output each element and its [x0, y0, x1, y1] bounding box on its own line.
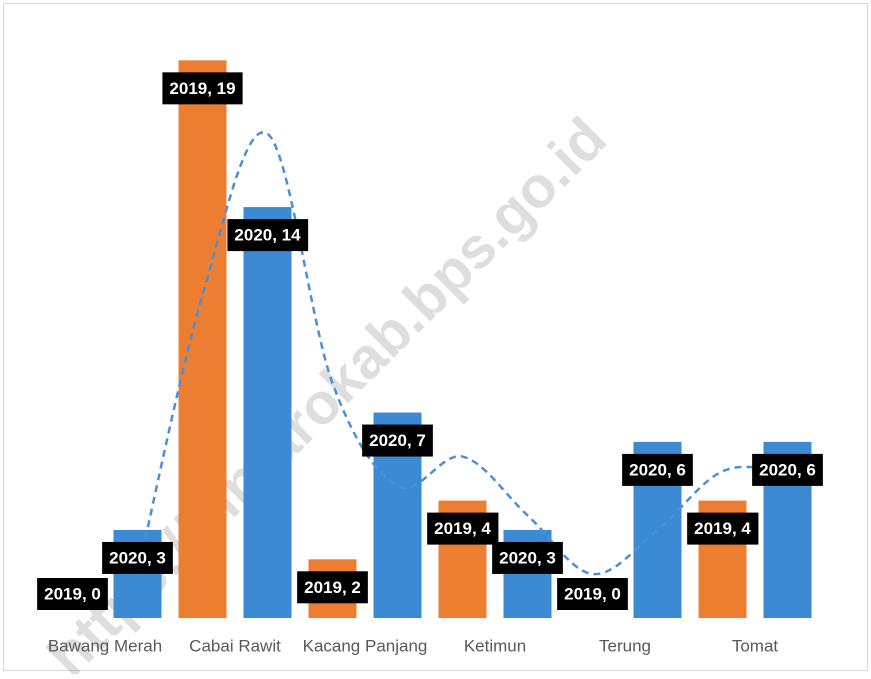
trend-line	[136, 131, 788, 576]
data-label-bg	[227, 219, 309, 252]
data-label-bg	[297, 571, 368, 604]
data-label: 2020, 7	[362, 424, 433, 457]
data-label-text: 2019, 0	[44, 584, 101, 603]
data-label-text: 2019, 2	[304, 578, 361, 597]
data-label-bg	[622, 453, 693, 486]
data-label-bg	[162, 72, 243, 105]
data-label-bg	[362, 424, 433, 457]
data-label: 2019, 4	[687, 512, 759, 545]
data-label-bg	[557, 578, 628, 610]
data-label-bg	[102, 541, 173, 574]
data-label-text: 2020, 14	[234, 226, 301, 245]
bar	[178, 60, 227, 619]
x-tick-label: Cabai Rawit	[189, 636, 281, 655]
data-label: 2019, 19	[162, 72, 243, 105]
data-label-bg	[687, 512, 759, 545]
data-label-bg	[492, 541, 563, 574]
data-label: 2019, 2	[297, 571, 368, 604]
data-label: 2019, 0	[557, 578, 628, 610]
data-label: 2020, 14	[227, 219, 309, 252]
data-label-text: 2019, 4	[434, 519, 491, 538]
data-label: 2019, 0	[37, 578, 108, 610]
data-label: 2020, 6	[622, 453, 693, 486]
x-tick-label: Bawang Merah	[48, 636, 162, 655]
data-label-bg	[37, 578, 108, 610]
x-tick-label: Tomat	[732, 636, 779, 655]
data-label-text: 2020, 3	[109, 548, 166, 567]
data-label: 2020, 3	[492, 541, 563, 574]
data-label-text: 2020, 6	[629, 460, 686, 479]
data-label-text: 2019, 4	[694, 519, 751, 538]
data-label: 2019, 4	[427, 512, 499, 545]
data-label-text: 2019, 0	[564, 584, 621, 603]
data-label-text: 2020, 6	[759, 460, 816, 479]
x-tick-label: Kacang Panjang	[303, 636, 428, 655]
data-label-text: 2020, 7	[369, 431, 426, 450]
data-label: 2020, 6	[752, 453, 823, 486]
data-label-text: 2020, 3	[499, 548, 556, 567]
data-label-bg	[427, 512, 499, 545]
data-label-text: 2019, 19	[169, 79, 235, 98]
data-label-bg	[752, 453, 823, 486]
data-label: 2020, 3	[102, 541, 173, 574]
bar	[243, 207, 292, 618]
x-tick-label: Ketimun	[464, 636, 526, 655]
x-tick-label: Terung	[599, 636, 651, 655]
